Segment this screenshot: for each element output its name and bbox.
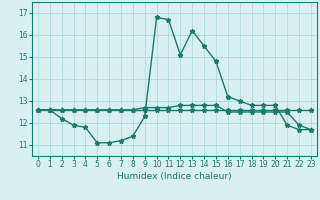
X-axis label: Humidex (Indice chaleur): Humidex (Indice chaleur) bbox=[117, 172, 232, 181]
